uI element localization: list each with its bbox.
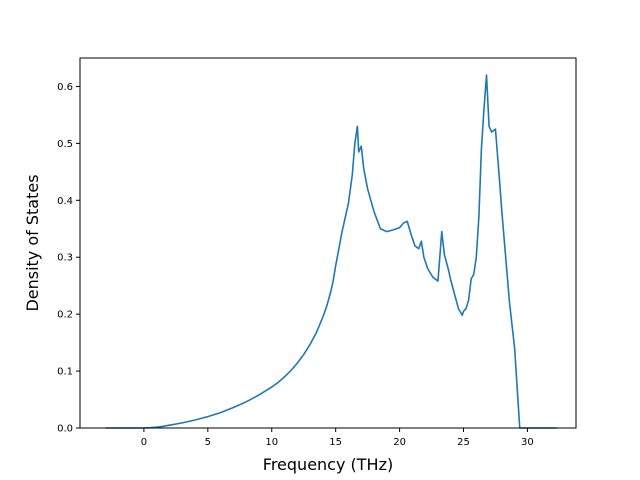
y-tick-label: 0.6 xyxy=(57,82,73,93)
y-tick-label: 0.4 xyxy=(57,196,73,207)
x-tick-label: 30 xyxy=(521,437,534,448)
x-tick-label: 20 xyxy=(393,437,406,448)
y-axis-label: Density of States xyxy=(23,174,42,311)
plot-frame xyxy=(79,57,577,429)
y-tick-label: 0.3 xyxy=(57,253,73,264)
dos-series-line xyxy=(105,74,557,429)
x-axis-label: Frequency (THz) xyxy=(263,455,393,474)
x-tick-label: 5 xyxy=(205,437,211,448)
x-tick-label: 25 xyxy=(457,437,470,448)
y-tick-label: 0.1 xyxy=(57,367,73,378)
x-tick-label: 0 xyxy=(141,437,147,448)
series-layer xyxy=(105,74,557,429)
y-tick-label: 0.5 xyxy=(57,139,73,150)
y-tick-label: 0.2 xyxy=(57,310,73,321)
x-tick-label: 15 xyxy=(329,437,342,448)
y-tick-label: 0.0 xyxy=(57,424,73,435)
x-tick-label: 10 xyxy=(265,437,278,448)
ticks-layer: 0 5 10 15 20 25 30 0.0 0.1 0.2 0.3 0.4 0.5 0.6 xyxy=(57,82,534,448)
